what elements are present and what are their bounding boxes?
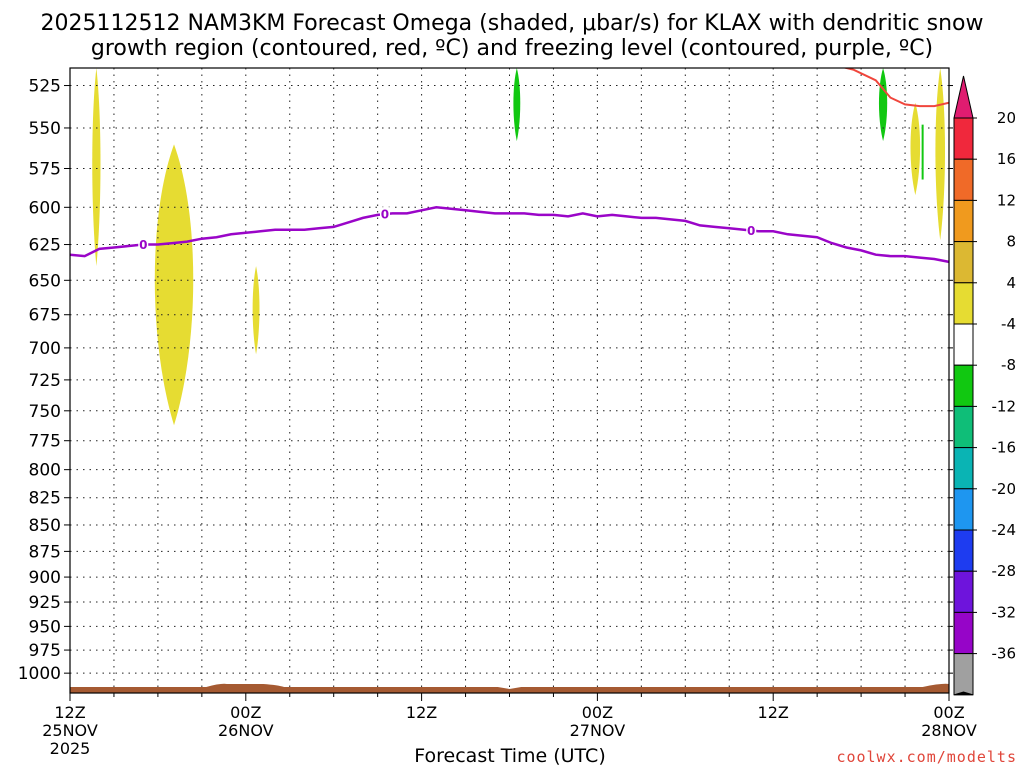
y-tick-label: 850 (29, 516, 61, 536)
colorbar-label: 16 (997, 150, 1016, 168)
chart-title-line1: 2025112512 NAM3KM Forecast Omega (shaded… (41, 11, 984, 36)
colorbar-label: -24 (992, 521, 1017, 539)
colorbar-band (953, 447, 974, 490)
freezing-contour-label: 0 (381, 208, 389, 222)
y-tick-label: 700 (29, 339, 61, 359)
colorbar-band (953, 405, 974, 449)
y-tick-label: 725 (29, 371, 61, 391)
x-tick-label: 27NOV (570, 721, 626, 740)
colorbar-label: -20 (992, 480, 1017, 498)
x-tick-label: 00Z (933, 703, 964, 722)
x-tick-label: 00Z (582, 703, 613, 722)
credit-text: coolwx.com/modelts (836, 748, 1017, 766)
y-tick-label: 875 (29, 542, 61, 562)
colorbar-label: -16 (992, 439, 1017, 457)
omega-region-3 (513, 68, 521, 142)
colorbar-label: 4 (1006, 274, 1016, 292)
y-tick-label: 750 (29, 402, 61, 422)
y-tick-label: 800 (29, 461, 61, 481)
colorbar-label: -36 (992, 645, 1017, 663)
x-tick-label: 12Z (54, 703, 85, 722)
colorbar-label: 8 (1006, 233, 1016, 251)
y-tick-label: 650 (29, 271, 61, 291)
dgz-contour-line (842, 68, 949, 108)
x-tick-label: 12Z (758, 703, 789, 722)
y-tick-label: 625 (29, 236, 61, 256)
freezing-level-line (69, 206, 950, 264)
y-tick-label: 950 (29, 617, 61, 637)
freezing-label-bg (746, 223, 757, 238)
plot-area: 0 0 0 (69, 67, 950, 694)
colorbar-label: -8 (1001, 356, 1016, 374)
colorbar-band (953, 199, 974, 243)
omega-shading-layer (92, 68, 946, 426)
freezing-contour-label: 0 (747, 224, 755, 238)
y-tick-label: 1000 (18, 664, 61, 684)
freezing-label-bg (138, 237, 149, 252)
x-tick-label: 25NOV (42, 721, 98, 740)
colorbar-top-arrow (953, 75, 974, 119)
colorbar-band (953, 323, 974, 366)
colorbar-label: -12 (992, 397, 1017, 415)
colorbar-band (953, 158, 974, 201)
colorbar-label: -4 (1001, 315, 1016, 333)
colorbar-band (953, 529, 974, 572)
dgz-contour-layer (842, 68, 949, 180)
omega-region-0 (92, 68, 101, 267)
colorbar-band (953, 488, 974, 531)
x-tick-label: 26NOV (218, 721, 274, 740)
x-tick-label: 28NOV (921, 721, 977, 740)
y-tick-label: 825 (29, 489, 61, 509)
chart-title-line2: growth region (contoured, red, ºC) and f… (91, 36, 933, 61)
colorbar-label: 12 (997, 191, 1016, 209)
omega-region-2 (252, 266, 260, 355)
colorbar: 20 16 12 8 4 -4 -8 -12 -16 -20 -24 -28 -32 -36 (953, 75, 1017, 696)
y-tick-label: 600 (29, 198, 61, 218)
y-tick-label: 675 (29, 306, 61, 326)
y-tick-label: 900 (29, 568, 61, 588)
freezing-label-bg (379, 207, 390, 222)
colorbar-band (953, 117, 974, 160)
freezing-contour-label: 0 (139, 238, 147, 252)
omega-region-4 (878, 68, 888, 142)
y-tick-label: 775 (29, 432, 61, 452)
colorbar-label: -28 (992, 562, 1017, 580)
x-axis-label: Forecast Time (UTC) (414, 745, 605, 767)
y-axis: 525 550 575 600 625 650 675 700 725 750 775 800 825 8… (18, 77, 953, 684)
colorbar-band (953, 653, 974, 696)
colorbar-band (953, 611, 974, 655)
freezing-level-layer: 0 0 0 (69, 206, 950, 264)
omega-region-5 (910, 102, 921, 196)
y-tick-label: 925 (29, 593, 61, 613)
omega-region-1 (154, 144, 194, 426)
colorbar-band (953, 570, 974, 613)
omega-region-6 (935, 68, 946, 241)
x-tick-label: 2025 (50, 739, 91, 758)
y-tick-label: 525 (29, 77, 61, 97)
colorbar-band (953, 241, 974, 284)
colorbar-bottom-arrow (953, 691, 974, 696)
y-tick-label: 550 (29, 119, 61, 139)
colorbar-band (953, 282, 974, 325)
colorbar-label: -32 (992, 603, 1017, 621)
terrain-band (70, 683, 949, 693)
colorbar-band (953, 364, 974, 407)
x-tick-label: 00Z (230, 703, 261, 722)
terrain-layer (70, 683, 949, 693)
grid-lines (70, 68, 949, 693)
y-tick-label: 575 (29, 159, 61, 179)
x-tick-label: 12Z (406, 703, 437, 722)
y-tick-label: 975 (29, 641, 61, 661)
colorbar-label: 20 (997, 109, 1016, 127)
